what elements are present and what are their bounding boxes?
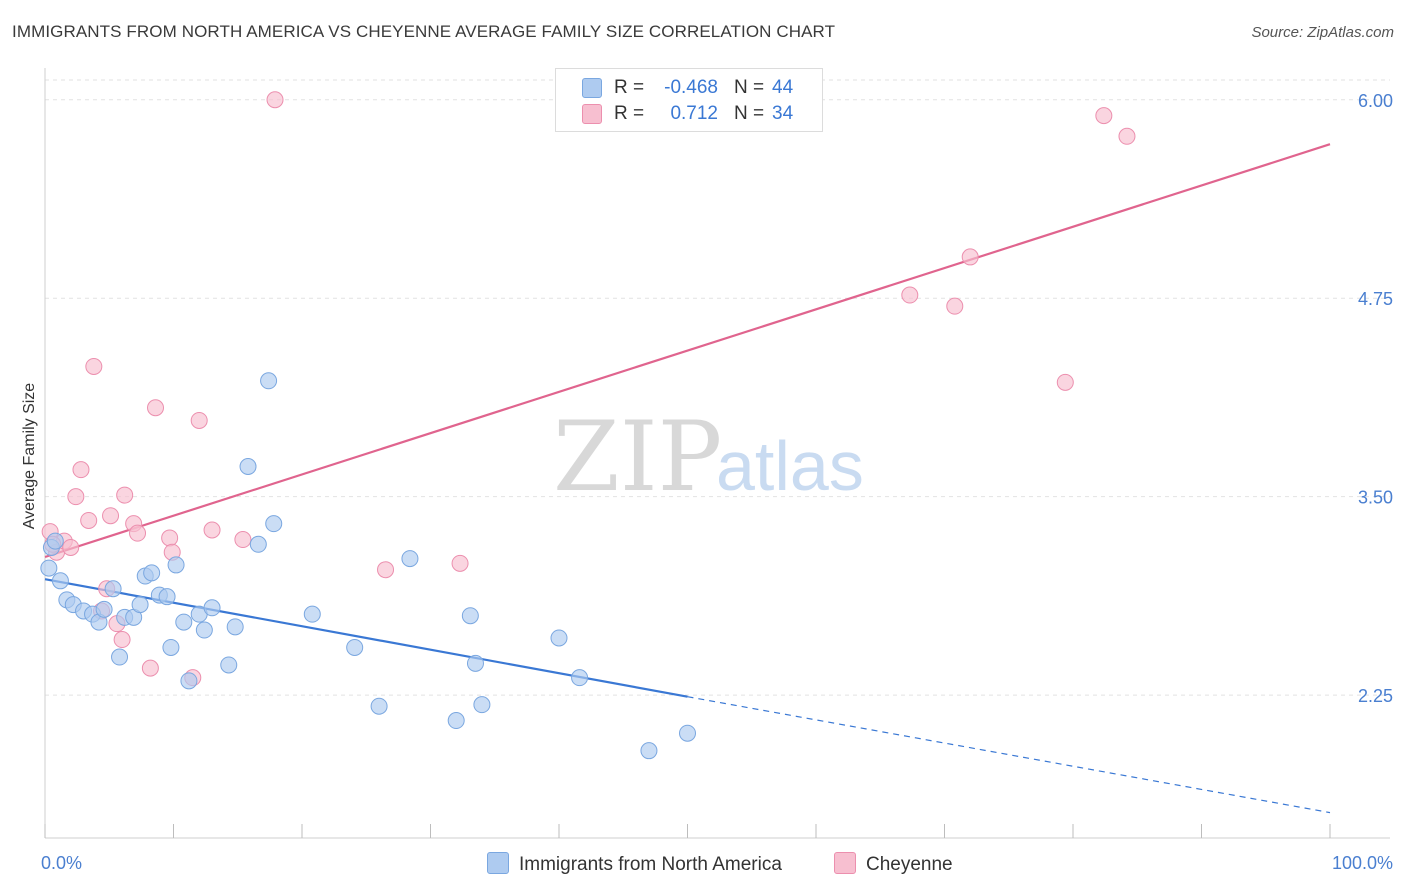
- immigrants-points: [40, 372, 696, 760]
- y-tick-labels: 2.25 3.50 4.75 6.00: [1358, 91, 1393, 706]
- immigrants-point: [203, 599, 221, 617]
- legend-r-label: R =: [614, 77, 645, 98]
- legend-r-value: 0.712: [670, 103, 718, 124]
- immigrants-point: [461, 607, 479, 625]
- chart-title: IMMIGRANTS FROM NORTH AMERICA VS CHEYENN…: [12, 22, 836, 41]
- immigrants-point: [111, 648, 129, 666]
- trend-line-immigrants-extension: [687, 696, 1331, 814]
- immigrants-point: [195, 621, 213, 639]
- cheyenne-point: [80, 511, 98, 529]
- source-credit: Source: ZipAtlas.com: [1251, 24, 1394, 41]
- cheyenne-point: [266, 91, 284, 109]
- immigrants-point: [226, 618, 244, 636]
- immigrants-point: [260, 372, 278, 390]
- x-tick-labels: 0.0% 100.0%: [41, 853, 1393, 873]
- cheyenne-point: [451, 554, 469, 572]
- correlation-legend: R = -0.468 N = 44 R = 0.712 N = 34: [555, 68, 823, 132]
- legend-r-label: R =: [614, 103, 645, 124]
- x-tick-label-max: 100.0%: [1332, 853, 1393, 873]
- cheyenne-point: [1118, 127, 1136, 145]
- cheyenne-point: [190, 411, 208, 429]
- legend-row-cheyenne: R = 0.712 N = 34: [556, 101, 822, 127]
- cheyenne-point: [946, 297, 964, 315]
- legend-r-value: -0.468: [664, 77, 718, 98]
- bottom-legend-label-pink: Cheyenne: [866, 854, 953, 875]
- legend-swatch-blue: [582, 78, 602, 98]
- y-tick-label: 4.75: [1358, 289, 1393, 309]
- cheyenne-points: [41, 91, 1136, 687]
- legend-n-value: 34: [772, 103, 794, 124]
- y-tick-label: 2.25: [1358, 686, 1393, 706]
- cheyenne-point: [85, 357, 103, 375]
- immigrants-point: [640, 742, 658, 760]
- immigrants-point: [95, 600, 113, 618]
- immigrants-point: [370, 697, 388, 715]
- axes: [44, 68, 1390, 839]
- immigrants-point: [679, 724, 696, 742]
- immigrants-point: [180, 672, 198, 690]
- immigrants-point: [401, 550, 419, 568]
- legend-row-immigrants: R = -0.468 N = 44: [556, 75, 822, 101]
- immigrants-point: [571, 669, 589, 687]
- watermark: ZIP atlas: [553, 401, 864, 513]
- cheyenne-point: [67, 488, 85, 506]
- bottom-legend-swatch-pink: [834, 852, 856, 874]
- watermark-zip: ZIP: [553, 401, 722, 513]
- bottom-legend-cheyenne: Cheyenne: [834, 852, 953, 876]
- cheyenne-point: [161, 529, 179, 547]
- cheyenne-point: [72, 461, 90, 479]
- immigrants-point: [104, 580, 122, 598]
- immigrants-point: [46, 532, 64, 550]
- immigrants-point: [40, 559, 58, 577]
- cheyenne-point: [102, 507, 120, 525]
- grid-lines: [45, 79, 1390, 696]
- y-tick-label: 6.00: [1358, 91, 1393, 111]
- immigrants-point: [239, 457, 257, 475]
- immigrants-point: [265, 515, 283, 533]
- immigrants-point: [303, 605, 321, 623]
- cheyenne-point: [129, 524, 147, 542]
- legend-n-label: N =: [734, 103, 765, 124]
- immigrants-point: [473, 696, 491, 714]
- cheyenne-point: [234, 531, 252, 549]
- legend-n-value: 44: [772, 77, 794, 98]
- y-tick-label: 3.50: [1358, 488, 1393, 508]
- immigrants-point: [51, 572, 69, 590]
- cheyenne-point: [1056, 373, 1074, 391]
- y-axis-title: Average Family Size: [21, 383, 38, 530]
- immigrants-point: [167, 556, 185, 574]
- legend-swatch-pink: [582, 104, 602, 124]
- cheyenne-point: [141, 659, 159, 677]
- x-tick-label-min: 0.0%: [41, 853, 82, 873]
- immigrants-point: [162, 638, 180, 656]
- watermark-atlas: atlas: [716, 427, 864, 505]
- cheyenne-point: [203, 521, 221, 539]
- immigrants-point: [220, 656, 238, 674]
- cheyenne-point: [113, 631, 131, 649]
- immigrants-point: [249, 535, 267, 553]
- immigrants-point: [346, 638, 364, 656]
- cheyenne-point: [147, 399, 165, 417]
- cheyenne-point: [377, 561, 395, 579]
- legend-n-label: N =: [734, 77, 765, 98]
- bottom-legend-swatch-blue: [487, 852, 509, 874]
- cheyenne-point: [116, 486, 134, 504]
- trend-line-cheyenne: [44, 143, 1331, 559]
- immigrants-point: [143, 564, 161, 582]
- immigrants-point: [447, 712, 465, 730]
- bottom-legend-immigrants: Immigrants from North America: [487, 852, 782, 876]
- cheyenne-point: [961, 248, 979, 266]
- cheyenne-point: [62, 538, 80, 556]
- immigrants-point: [175, 613, 193, 631]
- cheyenne-point: [901, 286, 919, 304]
- cheyenne-point: [1095, 107, 1113, 125]
- bottom-legend-label-blue: Immigrants from North America: [519, 854, 782, 875]
- immigrants-point: [131, 596, 149, 614]
- immigrants-point: [550, 629, 568, 647]
- immigrants-point: [158, 588, 176, 606]
- immigrants-point: [466, 654, 484, 672]
